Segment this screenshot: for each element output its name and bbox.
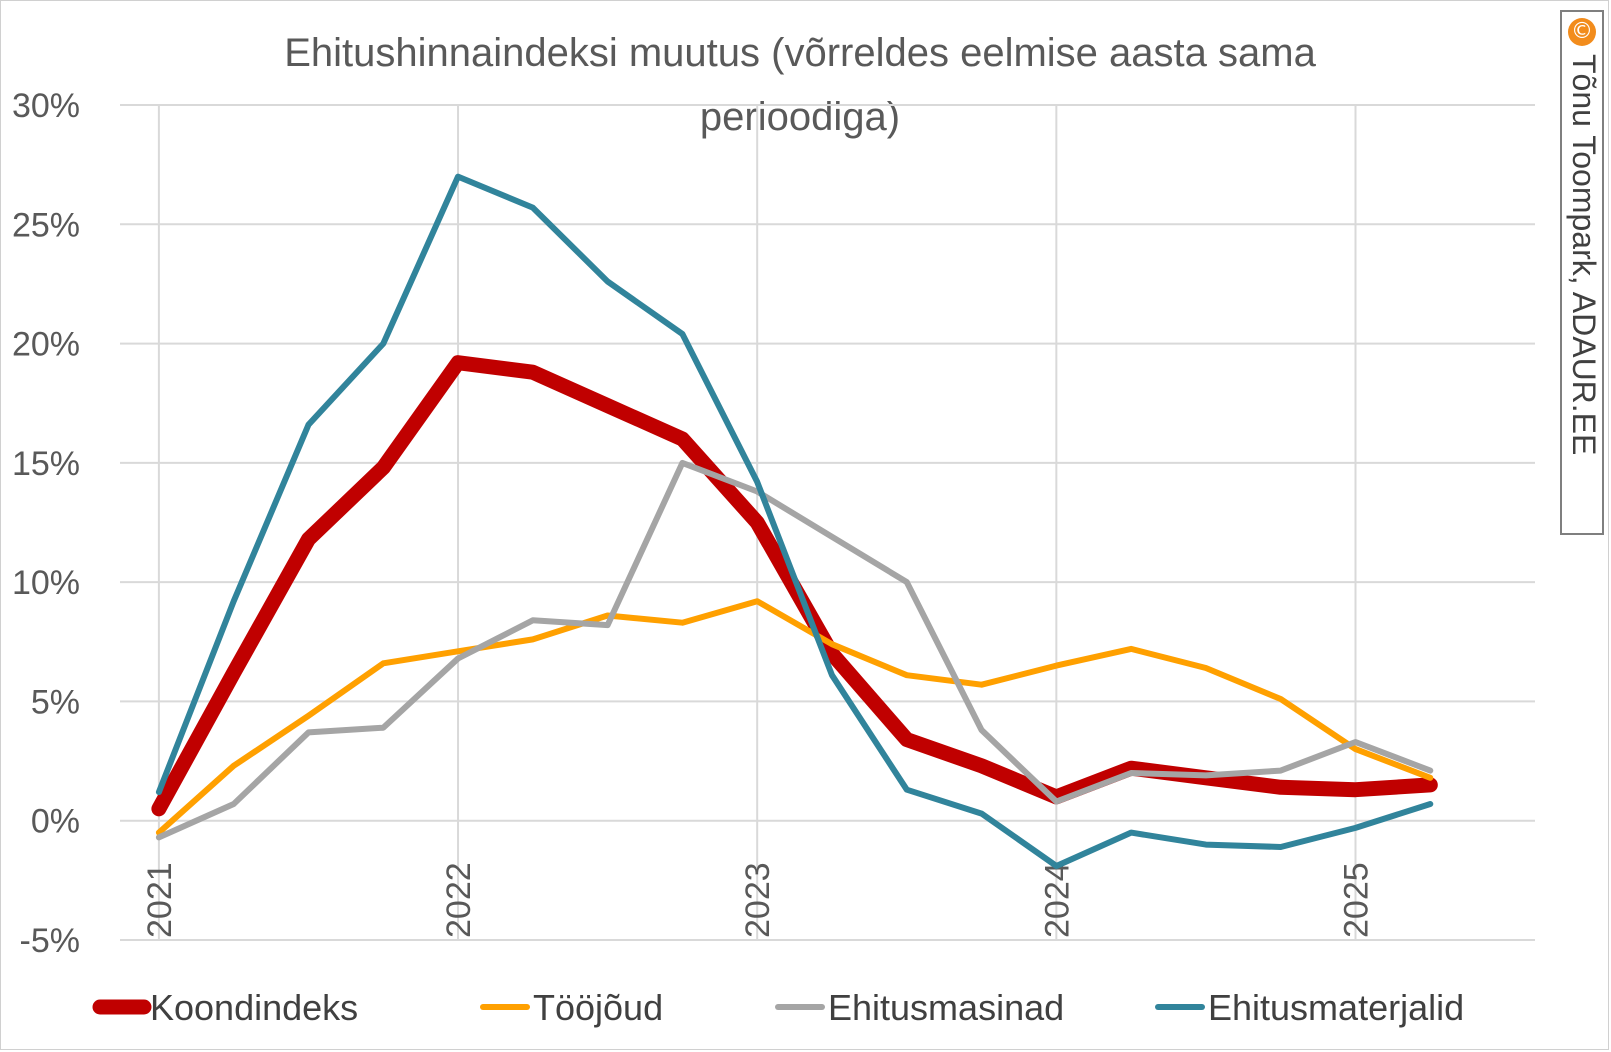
- y-tick-label: 15%: [12, 445, 80, 483]
- series-line-ehitusmaterjalid: [155, 173, 1434, 869]
- chart-title: Ehitushinnaindeksi muutus (võrreldes eel…: [284, 31, 1316, 139]
- watermark-text: Tõnu Toompark, ADAUR.EE: [1566, 54, 1602, 456]
- legend-label: Ehitusmaterjalid: [1208, 987, 1464, 1028]
- y-tick-label: 10%: [12, 564, 80, 602]
- x-tick-label: 2022: [440, 862, 478, 938]
- x-axis-tick-labels: 2021 2022 2023 2024 2025: [141, 862, 1376, 938]
- y-axis-tick-labels: 30% 25% 20% 15% 10% 5% 0% -5%: [12, 87, 80, 960]
- x-tick-label: 2025: [1338, 862, 1376, 938]
- y-tick-label: 20%: [12, 326, 80, 364]
- legend-label: Koondindeks: [150, 987, 358, 1028]
- y-tick-label: -5%: [20, 922, 80, 960]
- chart-title-line-1: Ehitushinnaindeksi muutus (võrreldes eel…: [284, 31, 1316, 75]
- legend-label: Ehitusmasinad: [828, 987, 1064, 1028]
- x-tick-label: 2023: [739, 862, 777, 938]
- copyright-watermark: © Tõnu Toompark, ADAUR.EE: [1560, 10, 1604, 535]
- series-line-koondindeks: [151, 355, 1438, 817]
- series-lines: [151, 173, 1438, 869]
- x-tick-label: 2024: [1038, 862, 1076, 938]
- chart-title-line-2: perioodiga): [700, 95, 900, 139]
- y-tick-label: 25%: [12, 206, 80, 244]
- y-tick-label: 0%: [31, 803, 80, 841]
- legend: Koondindeks Tööjõud Ehitusmasinad Ehitusmat…: [92, 987, 1464, 1028]
- x-tick-label: 2021: [141, 862, 179, 938]
- y-tick-label: 30%: [12, 87, 80, 125]
- series-line-t-j-ud: [155, 598, 1434, 836]
- legend-label: Tööjõud: [533, 987, 663, 1028]
- series-line-ehitusmasinad: [155, 459, 1434, 841]
- y-tick-label: 5%: [31, 683, 80, 721]
- copyright-icon: ©: [1568, 18, 1596, 46]
